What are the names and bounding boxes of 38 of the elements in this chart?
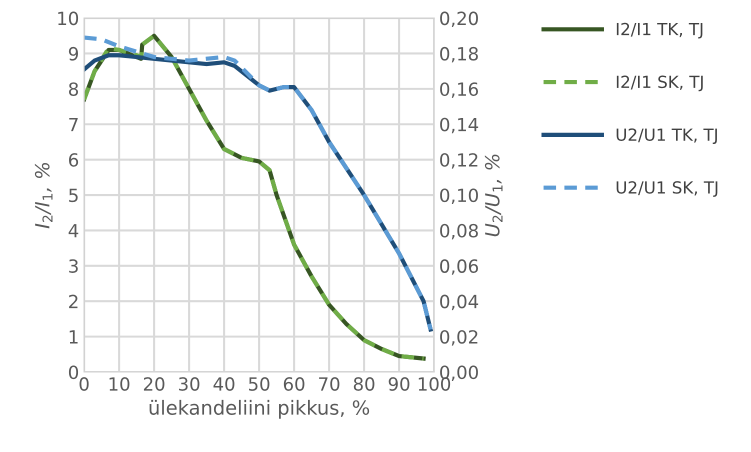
y2-tick-label: 0,14	[440, 118, 478, 134]
x-tick-label: 10	[110, 377, 130, 391]
y-tick-label: 0	[68, 365, 78, 380]
y-tick-label: 4	[68, 224, 78, 238]
y-tick-label: 6	[69, 153, 78, 167]
y2-tick-label: 0,20	[440, 12, 478, 28]
y-tick-label: 1	[70, 330, 78, 344]
x-tick-label: 80	[354, 377, 374, 391]
y2-tick-label: 0,16	[440, 82, 478, 98]
y2-tick-label: 0,02	[440, 330, 478, 346]
y2-tick-label: 0,06	[440, 259, 478, 275]
y2-axis-title: U$_{2}$/U$_{1}$, %	[484, 154, 503, 236]
legend-label: U2/U1 SK, TJ	[616, 181, 718, 197]
y-tick-label: 2	[69, 294, 78, 308]
y-tick-label: 3	[69, 259, 78, 273]
y-tick-label: 9	[68, 46, 78, 61]
x-tick-label: 20	[144, 377, 164, 391]
y2-tick-label: 0,18	[440, 46, 478, 62]
y2-tick-label: 0,04	[440, 294, 478, 310]
x-tick-label: 60	[284, 377, 304, 391]
y2-tick-label: 0,12	[440, 153, 478, 169]
x-tick-label: 50	[249, 377, 270, 391]
x-tick-label: 0	[80, 377, 89, 391]
x-tick-label: 70	[319, 377, 340, 391]
y-tick-label: 8	[68, 82, 78, 96]
y2-tick-label: 0,10	[440, 188, 478, 204]
legend-label: I2/I1 TK, TJ	[616, 22, 702, 38]
y-axis-title: I$_{2}$/I$_{1}$, %	[34, 163, 52, 228]
x-axis-title: ülekandeliini pikkus, %	[150, 400, 370, 419]
y-tick-label: 7	[69, 118, 78, 132]
y2-tick-label: 0,08	[440, 224, 478, 240]
x-tick-label: 40	[213, 377, 234, 391]
x-tick-label: 30	[178, 377, 200, 391]
y-tick-label: 5	[69, 188, 78, 202]
y-tick-label: 10	[58, 12, 78, 26]
x-tick-label: 90	[388, 377, 410, 391]
legend-label: U2/U1 TK, TJ	[616, 128, 717, 144]
legend-label: I2/I1 SK, TJ	[616, 76, 703, 92]
